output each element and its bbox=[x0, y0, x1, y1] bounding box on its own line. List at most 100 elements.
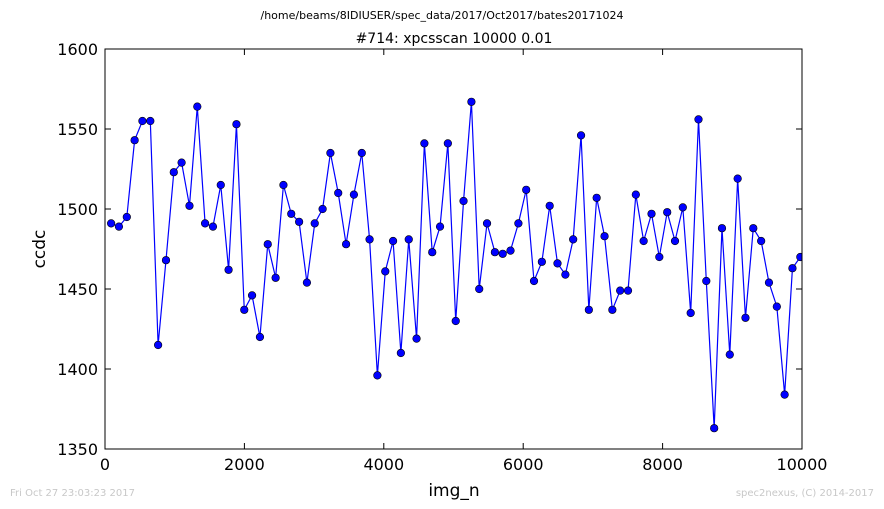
data-point bbox=[796, 252, 802, 262]
data-point bbox=[388, 236, 398, 246]
data-point bbox=[193, 102, 202, 111]
plot-area bbox=[107, 97, 802, 433]
data-point bbox=[725, 350, 734, 359]
data-point bbox=[114, 222, 124, 231]
y-tick-label: 1550 bbox=[57, 120, 98, 139]
data-point bbox=[592, 193, 601, 202]
data-point bbox=[772, 302, 781, 311]
data-point bbox=[208, 222, 218, 231]
data-point bbox=[247, 291, 257, 300]
data-point bbox=[475, 284, 484, 294]
data-point bbox=[639, 236, 648, 246]
data-point bbox=[302, 278, 312, 287]
y-tick-label: 1450 bbox=[57, 280, 98, 299]
data-point bbox=[741, 313, 750, 322]
data-point bbox=[553, 259, 562, 268]
data-point bbox=[334, 188, 343, 198]
data-point bbox=[271, 273, 280, 282]
x-axis-label: img_n bbox=[428, 481, 479, 501]
data-point bbox=[146, 116, 155, 126]
data-point bbox=[678, 203, 687, 212]
data-point bbox=[694, 115, 703, 124]
data-point bbox=[232, 120, 241, 129]
data-point bbox=[122, 212, 131, 222]
data-point bbox=[529, 276, 539, 286]
data-point bbox=[161, 256, 171, 265]
data-point bbox=[451, 316, 460, 326]
chart-title: #714: xpcsscan 10000 0.01 bbox=[356, 31, 553, 47]
data-point bbox=[169, 168, 178, 177]
data-point bbox=[623, 286, 633, 295]
data-point bbox=[287, 209, 296, 218]
x-tick-label: 8000 bbox=[642, 455, 683, 474]
x-tick-label: 0 bbox=[100, 455, 110, 474]
y-axis: 1350 1400 1450 1500 1550 1600 bbox=[57, 40, 802, 459]
data-point bbox=[279, 180, 288, 190]
data-point bbox=[318, 204, 327, 214]
data-point bbox=[537, 257, 546, 266]
data-point bbox=[788, 264, 797, 273]
data-point bbox=[216, 180, 225, 190]
data-point bbox=[185, 201, 194, 210]
data-point bbox=[420, 139, 429, 148]
data-point bbox=[686, 308, 695, 318]
data-point bbox=[428, 248, 437, 257]
y-tick-label: 1500 bbox=[57, 200, 98, 219]
data-point bbox=[757, 236, 766, 246]
data-point bbox=[710, 424, 719, 433]
y-tick-label: 1600 bbox=[57, 40, 98, 59]
data-point bbox=[130, 136, 139, 145]
data-point bbox=[717, 224, 727, 233]
data-point bbox=[381, 267, 390, 276]
data-point bbox=[780, 390, 789, 399]
plot-frame bbox=[104, 48, 803, 450]
x-tick-label: 10000 bbox=[777, 455, 828, 474]
data-point bbox=[545, 201, 554, 210]
data-point bbox=[584, 305, 593, 314]
data-point bbox=[373, 371, 382, 380]
data-point bbox=[396, 348, 405, 358]
data-point bbox=[663, 208, 672, 217]
data-point bbox=[647, 209, 656, 218]
data-point bbox=[349, 190, 358, 199]
data-point bbox=[764, 278, 774, 287]
data-point bbox=[341, 240, 351, 249]
data-point bbox=[412, 334, 421, 343]
data-point bbox=[467, 97, 476, 106]
y-tick-label: 1400 bbox=[57, 360, 98, 379]
data-point bbox=[522, 185, 531, 194]
data-point bbox=[616, 286, 625, 295]
data-point bbox=[631, 190, 640, 199]
data-point bbox=[655, 252, 664, 262]
data-point bbox=[263, 240, 272, 249]
data-point bbox=[310, 219, 319, 228]
data-point bbox=[702, 276, 711, 286]
data-point bbox=[498, 249, 507, 258]
data-point bbox=[154, 340, 163, 350]
data-point bbox=[514, 219, 523, 228]
data-point bbox=[435, 222, 445, 231]
data-point bbox=[506, 246, 515, 255]
x-tick-label: 4000 bbox=[363, 455, 404, 474]
data-point bbox=[600, 232, 609, 241]
data-point bbox=[138, 116, 147, 126]
data-point bbox=[733, 174, 742, 183]
data-point bbox=[224, 265, 233, 274]
data-point bbox=[365, 235, 374, 244]
data-point bbox=[576, 131, 586, 140]
data-point bbox=[749, 224, 758, 233]
data-point bbox=[459, 196, 468, 206]
data-point bbox=[561, 270, 570, 279]
data-point bbox=[608, 305, 617, 314]
y-tick-label: 1350 bbox=[57, 440, 98, 459]
data-point bbox=[326, 148, 335, 158]
footer-credit: spec2nexus, (C) 2014-2017 bbox=[735, 488, 874, 499]
x-tick-label: 2000 bbox=[224, 455, 265, 474]
data-point bbox=[482, 219, 492, 228]
data-point bbox=[200, 219, 210, 228]
chart-suptitle: /home/beams/8IDIUSER/spec_data/2017/Oct2… bbox=[261, 9, 624, 22]
data-point bbox=[490, 248, 500, 257]
series-line bbox=[110, 101, 801, 429]
data-point bbox=[357, 148, 366, 158]
